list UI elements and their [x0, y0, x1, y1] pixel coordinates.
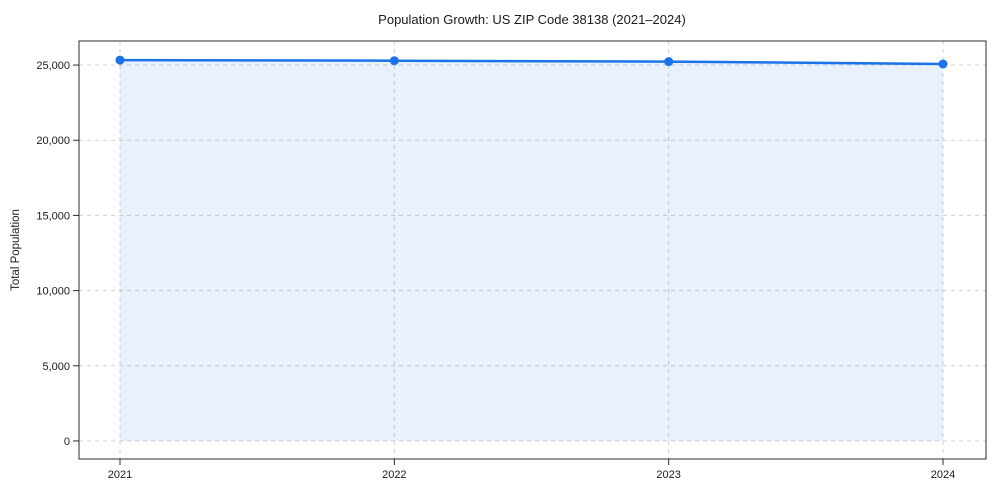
x-tick-label: 2021 [108, 469, 132, 481]
y-tick-label: 25,000 [36, 60, 70, 72]
plot-border [78, 40, 987, 460]
series-layer [115, 55, 948, 441]
y-tick-label: 15,000 [36, 210, 70, 222]
y-tick-label: 5,000 [42, 361, 70, 373]
area-fill [120, 60, 943, 441]
data-point-2021 [115, 55, 125, 65]
x-tick-label: 2024 [931, 469, 955, 481]
data-point-2023 [664, 57, 674, 67]
y-tick-label: 0 [64, 436, 70, 448]
data-point-2022 [389, 56, 399, 66]
y-axis-label: Total Population [10, 209, 22, 291]
series-line [118, 58, 945, 66]
data-point-2024 [938, 59, 948, 69]
chart-title: Population Growth: US ZIP Code 38138 (20… [378, 12, 686, 27]
y-tick-label: 10,000 [36, 286, 70, 298]
tick-layer: 0 5,000 10,000 15,000 20,000 25,000 2021 2022 20… [36, 60, 955, 481]
y-tick-label: 20,000 [36, 135, 70, 147]
grid-layer [79, 41, 986, 459]
x-tick-label: 2022 [382, 469, 406, 481]
x-tick-label: 2023 [656, 469, 680, 481]
